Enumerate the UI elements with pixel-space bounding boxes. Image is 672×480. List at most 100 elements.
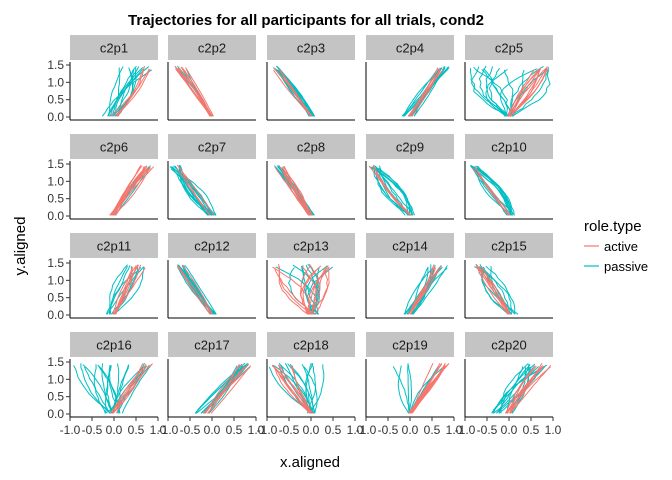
trajectory-line (180, 66, 213, 117)
trajectory-line (397, 365, 410, 414)
facet-label: c2p8 (297, 140, 325, 155)
series-active (475, 263, 512, 315)
trajectory-line (509, 365, 544, 414)
facet-strip (465, 332, 553, 357)
trajectory-line (174, 65, 213, 117)
x-tick-label: 0.5 (128, 423, 145, 437)
series-active (203, 363, 252, 414)
trajectory-line (113, 166, 151, 216)
y-tick-label: 0.5 (47, 291, 64, 305)
x-tick-label: 0.0 (501, 423, 518, 437)
facet-c2p11: c2p11 0.0 0.5 1.0 1.5 (47, 233, 158, 322)
facet-c2p12: c2p12 (167, 233, 256, 319)
series-passive (176, 264, 217, 315)
trajectory-line (176, 167, 211, 216)
x-tick-label: 1.0 (347, 423, 364, 437)
facet-label: c2p19 (392, 338, 427, 353)
x-tick-label: 0.0 (106, 423, 123, 437)
trajectory-line (111, 165, 145, 216)
x-tick-label: 1.0 (446, 423, 463, 437)
trajectory-line (121, 363, 153, 414)
y-tick-label: 0.0 (47, 209, 64, 223)
trajectory-line (404, 267, 434, 315)
x-tick-label: 1.0 (248, 423, 265, 437)
trajectory-line (485, 69, 508, 117)
trajectory-line (308, 267, 329, 315)
trajectory-line (176, 265, 211, 315)
facet-strip (465, 233, 553, 258)
trajectory-line (504, 69, 514, 117)
facet-c2p6: c2p6 0.0 0.5 1.0 1.5 (47, 134, 158, 223)
legend-label: passive (604, 259, 648, 274)
facet-label: c2p20 (491, 338, 526, 353)
trajectory-line (407, 364, 412, 414)
facet-c2p19: c2p19 -1.0 -0.5 0.0 0.5 1.0 (356, 332, 463, 437)
trajectory-line (485, 265, 516, 315)
trajectory-line (303, 366, 318, 414)
trajectory-line (111, 365, 146, 414)
trajectory-line (510, 68, 541, 117)
trajectory-line (278, 364, 311, 414)
facet-label: c2p10 (491, 140, 526, 155)
facet-strip (267, 332, 355, 357)
trajectory-line (278, 363, 313, 414)
trajectory-line (480, 265, 512, 315)
trajectory-line (106, 365, 114, 414)
facet-panels: c2p1 0.0 0.5 1.0 1.5 c2p2 c2p3 c2p4 c2p5 c2p6 0.0 0… (47, 35, 562, 437)
series-passive (368, 165, 416, 216)
legend: role.type active passive (584, 218, 648, 274)
trajectory-line (113, 264, 137, 315)
y-tick-label: 0.0 (47, 110, 64, 124)
facet-strip (366, 134, 454, 159)
facet-label: c2p2 (198, 41, 226, 56)
trajectory-line (207, 363, 240, 414)
series-active (274, 166, 314, 216)
trajectory-line (105, 265, 131, 315)
facet-strip (168, 134, 256, 159)
trajectory-line (471, 66, 508, 117)
facet-label: c2p9 (396, 140, 424, 155)
series-active (408, 362, 450, 414)
trajectory-line (274, 166, 310, 216)
trajectory-line (412, 265, 448, 315)
trajectory-line (272, 266, 310, 315)
series-passive (470, 164, 516, 216)
facet-strip (168, 332, 256, 357)
trajectory-line (112, 363, 120, 414)
series-active (176, 264, 213, 315)
facet-c2p1: c2p1 0.0 0.5 1.0 1.5 (47, 35, 158, 124)
trajectory-line (507, 68, 547, 117)
trajectory-line (110, 366, 144, 414)
trajectory-line (282, 167, 310, 216)
trajectory-line (116, 363, 153, 414)
series-active (273, 67, 313, 117)
y-tick-label: 1.5 (47, 58, 64, 72)
facet-strip (168, 233, 256, 258)
facet-c2p2: c2p2 (167, 35, 256, 121)
x-tick-label: -0.5 (477, 423, 498, 437)
trajectory-line (109, 67, 144, 117)
trajectory-line (271, 364, 311, 414)
facet-c2p20: c2p20 -1.0 -0.5 0.0 0.5 1.0 (455, 332, 562, 437)
trajectory-line (485, 66, 510, 117)
trajectory-line (407, 265, 443, 315)
trajectory-line (505, 365, 536, 414)
legend-label: active (604, 239, 638, 254)
series-active (109, 165, 155, 216)
facet-strip (366, 35, 454, 60)
facet-label: c2p15 (491, 239, 526, 254)
facet-label: c2p11 (97, 239, 131, 254)
trajectory-line (271, 365, 312, 414)
x-tick-label: 0.5 (523, 423, 540, 437)
trajectory-line (471, 167, 511, 216)
facet-c2p17: c2p17 -1.0 -0.5 0.0 0.5 1.0 (158, 332, 265, 437)
facet-strip (267, 233, 355, 258)
trajectory-line (509, 67, 548, 117)
facet-strip (267, 35, 355, 60)
trajectory-line (184, 265, 217, 315)
series-active (174, 65, 214, 117)
trajectory-line (210, 365, 252, 414)
facet-c2p5: c2p5 (464, 35, 553, 121)
facet-label: c2p5 (495, 41, 523, 56)
facet-strip (465, 35, 553, 60)
